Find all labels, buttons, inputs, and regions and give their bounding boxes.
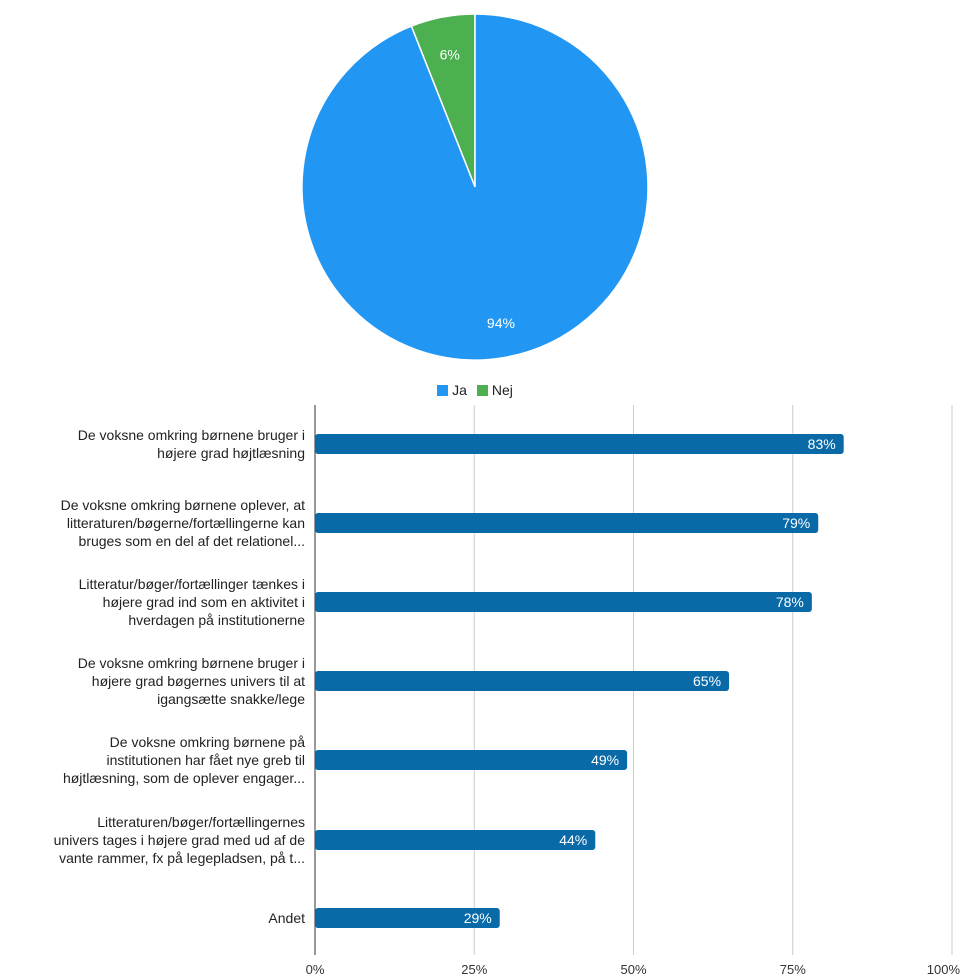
- category-label-line: univers tages i højere grad med ud af de: [53, 832, 305, 848]
- x-tick-label: 100%: [926, 962, 960, 977]
- legend-label: Nej: [491, 382, 513, 398]
- pie-slice-label-nej: 6%: [440, 46, 460, 62]
- category-label-line: vante rammer, fx på legepladsen, på t...: [59, 850, 305, 866]
- legend-swatch: [476, 384, 488, 396]
- pie-slice-ja: [301, 13, 649, 361]
- category-label-line: De voksne omkring børnene bruger i: [77, 427, 305, 443]
- legend-item-nej: Nej: [476, 382, 513, 398]
- category-label-line: institutionen har fået nye greb til: [106, 752, 305, 768]
- category-label-line: bruges som en del af det relationel...: [78, 533, 305, 549]
- bar-value-label: 65%: [693, 673, 721, 689]
- bar-value-label: 29%: [464, 910, 492, 926]
- legend-item-ja: Ja: [437, 382, 467, 398]
- bar-6: [315, 908, 500, 928]
- bar-value-label: 79%: [782, 515, 810, 531]
- category-label-line: højere grad bøgernes univers til at: [91, 673, 305, 689]
- legend-swatch: [437, 384, 449, 396]
- x-tick-label: 50%: [620, 962, 647, 977]
- pie-slice-label-ja: 94%: [487, 315, 515, 331]
- category-label-line: hverdagen på institutionerne: [128, 612, 305, 628]
- category-label-line: højere grad ind som en aktivitet i: [102, 594, 305, 610]
- category-label-line: De voksne omkring børnene på: [109, 734, 305, 750]
- category-label: De voksne omkring børnene bruger i højere…: [0, 654, 305, 708]
- bar-3: [315, 671, 730, 691]
- bar-value-label: 78%: [776, 594, 804, 610]
- category-label-line: De voksne omkring børnene bruger i: [77, 655, 305, 671]
- category-label-line: igangsætte snakke/lege: [157, 691, 305, 707]
- bar-4: [315, 750, 628, 770]
- category-label-line: Litteratur/bøger/fortællinger tænkes i: [78, 576, 305, 592]
- bar-5: [315, 830, 596, 850]
- bar-2: [315, 592, 812, 612]
- bar-1: [315, 513, 819, 533]
- legend-label: Ja: [452, 382, 467, 398]
- category-label: De voksne omkring børnene oplever, at lit…: [0, 496, 305, 550]
- bar-value-label: 44%: [559, 832, 587, 848]
- category-label-line: De voksne omkring børnene oplever, at: [60, 497, 305, 513]
- x-tick-label: 25%: [461, 962, 488, 977]
- bar-value-label: 49%: [591, 752, 619, 768]
- category-label: Andet: [0, 909, 305, 927]
- pie-legend: Ja Nej: [0, 382, 950, 398]
- bar-0: [315, 434, 844, 454]
- pie-chart: 6% 94%: [301, 13, 649, 361]
- category-label: De voksne omkring børnene på institutione…: [0, 733, 305, 787]
- bar-value-label: 83%: [808, 436, 836, 452]
- category-label: Litteraturen/bøger/fortællingernes univer…: [0, 813, 305, 867]
- category-label-line: Andet: [268, 910, 305, 926]
- x-tick-label: 75%: [779, 962, 806, 977]
- category-label: Litteratur/bøger/fortællinger tænkes i hø…: [0, 575, 305, 629]
- category-label-line: højtlæsning, som de oplever engager...: [62, 770, 305, 786]
- category-label-line: højere grad højtlæsning: [157, 445, 305, 461]
- category-label-line: Litteraturen/bøger/fortællingernes: [97, 814, 305, 830]
- category-label: De voksne omkring børnene bruger i højere…: [0, 426, 305, 462]
- category-label-line: litteraturen/bøgerne/fortællingerne kan: [66, 515, 305, 531]
- x-tick-label: 0%: [305, 962, 325, 977]
